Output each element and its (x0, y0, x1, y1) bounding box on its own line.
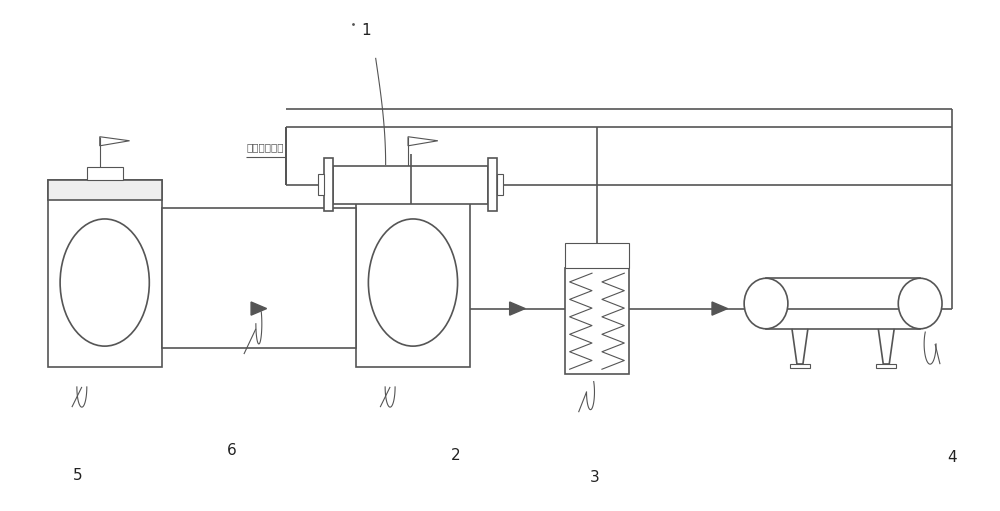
Bar (565, 268, 629, 374)
Bar (324, 158, 333, 211)
Bar (356, 180, 470, 200)
Text: 4: 4 (948, 450, 957, 465)
Bar (488, 158, 497, 211)
Text: 2: 2 (450, 448, 460, 462)
Bar (356, 180, 470, 367)
Bar (876, 364, 896, 368)
Bar (790, 364, 810, 368)
Text: 5: 5 (73, 468, 82, 483)
Text: 3: 3 (590, 471, 599, 485)
Bar (87, 167, 123, 180)
Bar (333, 166, 488, 204)
Ellipse shape (368, 219, 458, 346)
Bar (766, 278, 920, 329)
Bar (48, 180, 162, 200)
Polygon shape (251, 302, 267, 315)
Bar (395, 167, 431, 180)
Ellipse shape (60, 219, 149, 346)
Text: 洗衣房冷凝水: 洗衣房冷凝水 (246, 142, 284, 152)
Polygon shape (712, 302, 728, 315)
Text: 6: 6 (227, 443, 236, 457)
Bar (162, 208, 356, 348)
Ellipse shape (744, 278, 788, 329)
Bar (565, 243, 629, 268)
Bar (48, 180, 162, 367)
Ellipse shape (898, 278, 942, 329)
Bar (318, 174, 324, 195)
Bar (497, 174, 503, 195)
Polygon shape (510, 302, 525, 315)
Text: 1: 1 (361, 23, 371, 38)
